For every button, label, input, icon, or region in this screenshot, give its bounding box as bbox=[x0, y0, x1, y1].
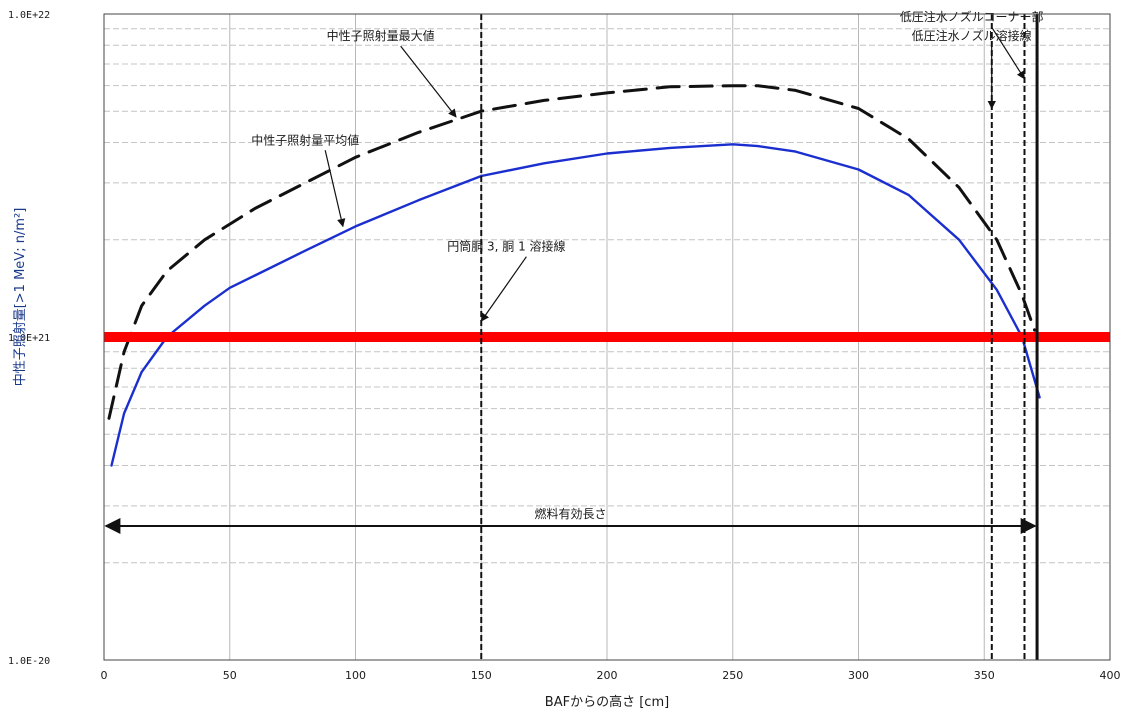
x-tick-label: 350 bbox=[974, 669, 995, 682]
series-line-1 bbox=[107, 84, 1037, 420]
annotation-label-5: 低圧注水ノズル溶接線 bbox=[912, 28, 1032, 43]
x-tick-label: 250 bbox=[722, 669, 743, 682]
x-tick-label: 50 bbox=[223, 669, 237, 682]
x-tick-label: 100 bbox=[345, 669, 366, 682]
x-tick-label: 150 bbox=[471, 669, 492, 682]
fuel-length-label: 燃料有効長さ bbox=[535, 506, 607, 521]
annotation-arrow-4 bbox=[991, 26, 1025, 80]
annotation-label-4: 低圧注水ノズルコーナー部 bbox=[900, 9, 1044, 24]
series-line-2 bbox=[110, 143, 1041, 467]
x-tick-label: 300 bbox=[848, 669, 869, 682]
x-tick-label: 400 bbox=[1100, 669, 1121, 682]
annotation-arrow-2 bbox=[324, 150, 346, 228]
annotation-label-2: 中性子照射量平均値 bbox=[251, 132, 359, 147]
series-layer bbox=[104, 84, 1110, 467]
annotation-arrow-1 bbox=[400, 45, 457, 118]
y-tick-label: 1.0E-20 bbox=[8, 656, 50, 667]
reference-lines bbox=[480, 14, 1039, 660]
x-tick-label: 200 bbox=[597, 669, 618, 682]
plot-frame bbox=[103, 13, 1111, 661]
x-axis-label: BAFからの高さ [cm] bbox=[545, 694, 669, 710]
y-axis-label: 中性子照射量[>1 MeV; n/m²] bbox=[12, 208, 28, 387]
annotation-arrow-3 bbox=[480, 256, 527, 322]
annotation-label-3: 円筒胴 3, 胴 1 溶接線 bbox=[447, 239, 565, 254]
annotation-label-1: 中性子照射量最大値 bbox=[327, 28, 435, 43]
tick-labels: 0 50 100 150 200 250 300 350 400 1.0E+22 1.0E+21 1.… bbox=[8, 10, 1121, 682]
x-tick-label: 0 bbox=[101, 669, 108, 682]
y-tick-label: 1.0E+21 bbox=[8, 333, 50, 344]
y-tick-label: 1.0E+22 bbox=[8, 10, 50, 21]
